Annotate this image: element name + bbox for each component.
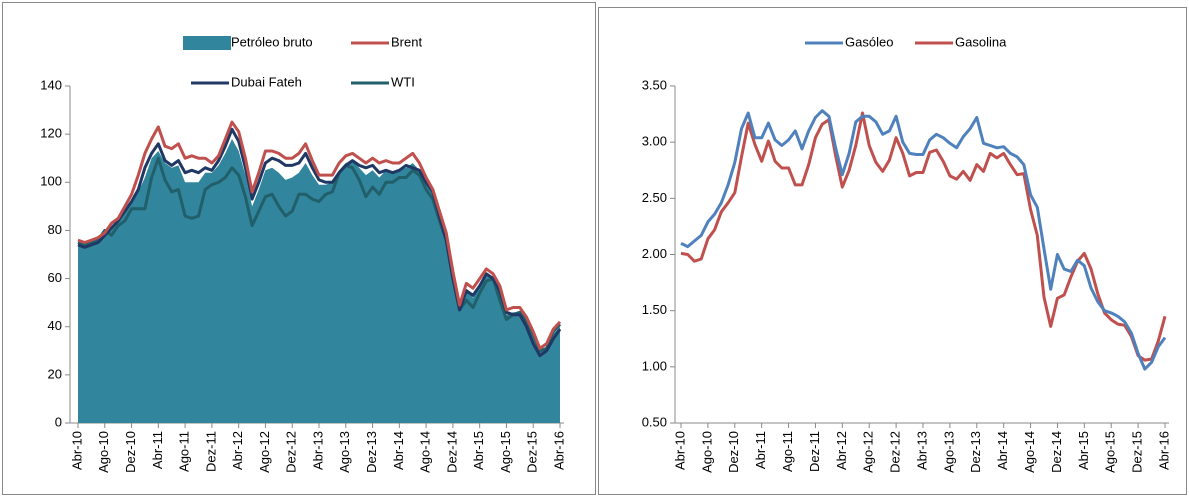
line (77, 120, 562, 350)
x-tick-label: Ago-11 (177, 431, 192, 472)
x-tick-label: Dez-10 (123, 431, 138, 473)
x-tick-label: Ago-15 (498, 431, 513, 473)
y-tick-label: 0.50 (642, 414, 667, 429)
y-tick-label: 100 (40, 174, 62, 189)
x-tick-label: Abr-11 (150, 431, 165, 469)
x-tick-label: Dez-14 (1049, 431, 1064, 473)
legend-label: WTI (391, 74, 415, 89)
x-tick-label: Ago-12 (257, 431, 272, 473)
legend-label: Petróleo bruto (231, 34, 313, 49)
legend-label: Dubai Fateh (231, 74, 302, 89)
y-tick-label: 0 (55, 414, 62, 429)
x-tick-label: Dez-12 (284, 431, 299, 473)
legend-label: Gasolina (955, 34, 1007, 49)
y-tick-label: 20 (48, 366, 62, 381)
y-tick-label: 2.50 (642, 190, 667, 205)
x-tick-label: Ago-10 (699, 431, 714, 473)
x-tick-label: Abr-14 (391, 431, 406, 470)
x-tick-label: Ago-13 (337, 431, 352, 473)
x-tick-label: Ago-14 (418, 431, 433, 473)
x-tick-label: Dez-13 (968, 431, 983, 473)
x-tick-label: Dez-11 (807, 431, 822, 472)
x-tick-label: Abr-10 (69, 431, 84, 470)
x-tick-label: Dez-13 (364, 431, 379, 473)
x-tick-label: Abr-10 (672, 431, 687, 470)
x-tick-label: Abr-16 (551, 431, 566, 470)
x-tick-label: Ago-11 (780, 431, 795, 472)
x-tick-label: Abr-15 (471, 431, 486, 470)
x-tick-label: Dez-11 (203, 431, 218, 472)
x-tick-label: Dez-12 (888, 431, 903, 473)
x-tick-label: Dez-14 (444, 431, 459, 473)
y-tick-label: 2.00 (642, 246, 667, 261)
x-tick-label: Abr-12 (230, 431, 245, 470)
line (77, 156, 562, 353)
legend-label: Brent (391, 34, 422, 49)
x-tick-label: Abr-11 (753, 431, 768, 469)
x-tick-label: Abr-13 (310, 431, 325, 470)
x-tick-label: Abr-14 (995, 431, 1010, 470)
panel-border (598, 7, 1187, 495)
x-tick-label: Ago-10 (96, 431, 111, 473)
legend-swatch (183, 36, 231, 50)
y-tick-label: 40 (48, 318, 62, 333)
x-tick-label: Abr-12 (834, 431, 849, 470)
panel-border (2, 2, 596, 495)
line (680, 109, 1167, 371)
x-tick-label: Abr-16 (1156, 431, 1171, 470)
legend-label: Gasóleo (845, 34, 893, 49)
y-tick-label: 1.00 (642, 358, 667, 373)
y-tick-label: 1.50 (642, 302, 667, 317)
x-tick-label: Dez-15 (1130, 431, 1145, 473)
x-tick-label: Ago-12 (861, 431, 876, 473)
y-tick-label: 3.00 (642, 134, 667, 149)
x-tick-label: Abr-15 (1076, 431, 1091, 470)
x-tick-label: Abr-13 (914, 431, 929, 470)
y-tick-label: 80 (48, 222, 62, 237)
line (680, 111, 1167, 362)
x-tick-label: Ago-14 (1022, 431, 1037, 473)
x-tick-label: Dez-15 (525, 431, 540, 473)
x-tick-label: Ago-15 (1103, 431, 1118, 473)
x-tick-label: Ago-13 (941, 431, 956, 473)
y-tick-label: 3.50 (642, 77, 667, 92)
line (77, 127, 562, 358)
y-tick-label: 60 (48, 270, 62, 285)
y-tick-label: 140 (40, 77, 62, 92)
x-tick-label: Dez-10 (726, 431, 741, 473)
y-tick-label: 120 (40, 126, 62, 141)
